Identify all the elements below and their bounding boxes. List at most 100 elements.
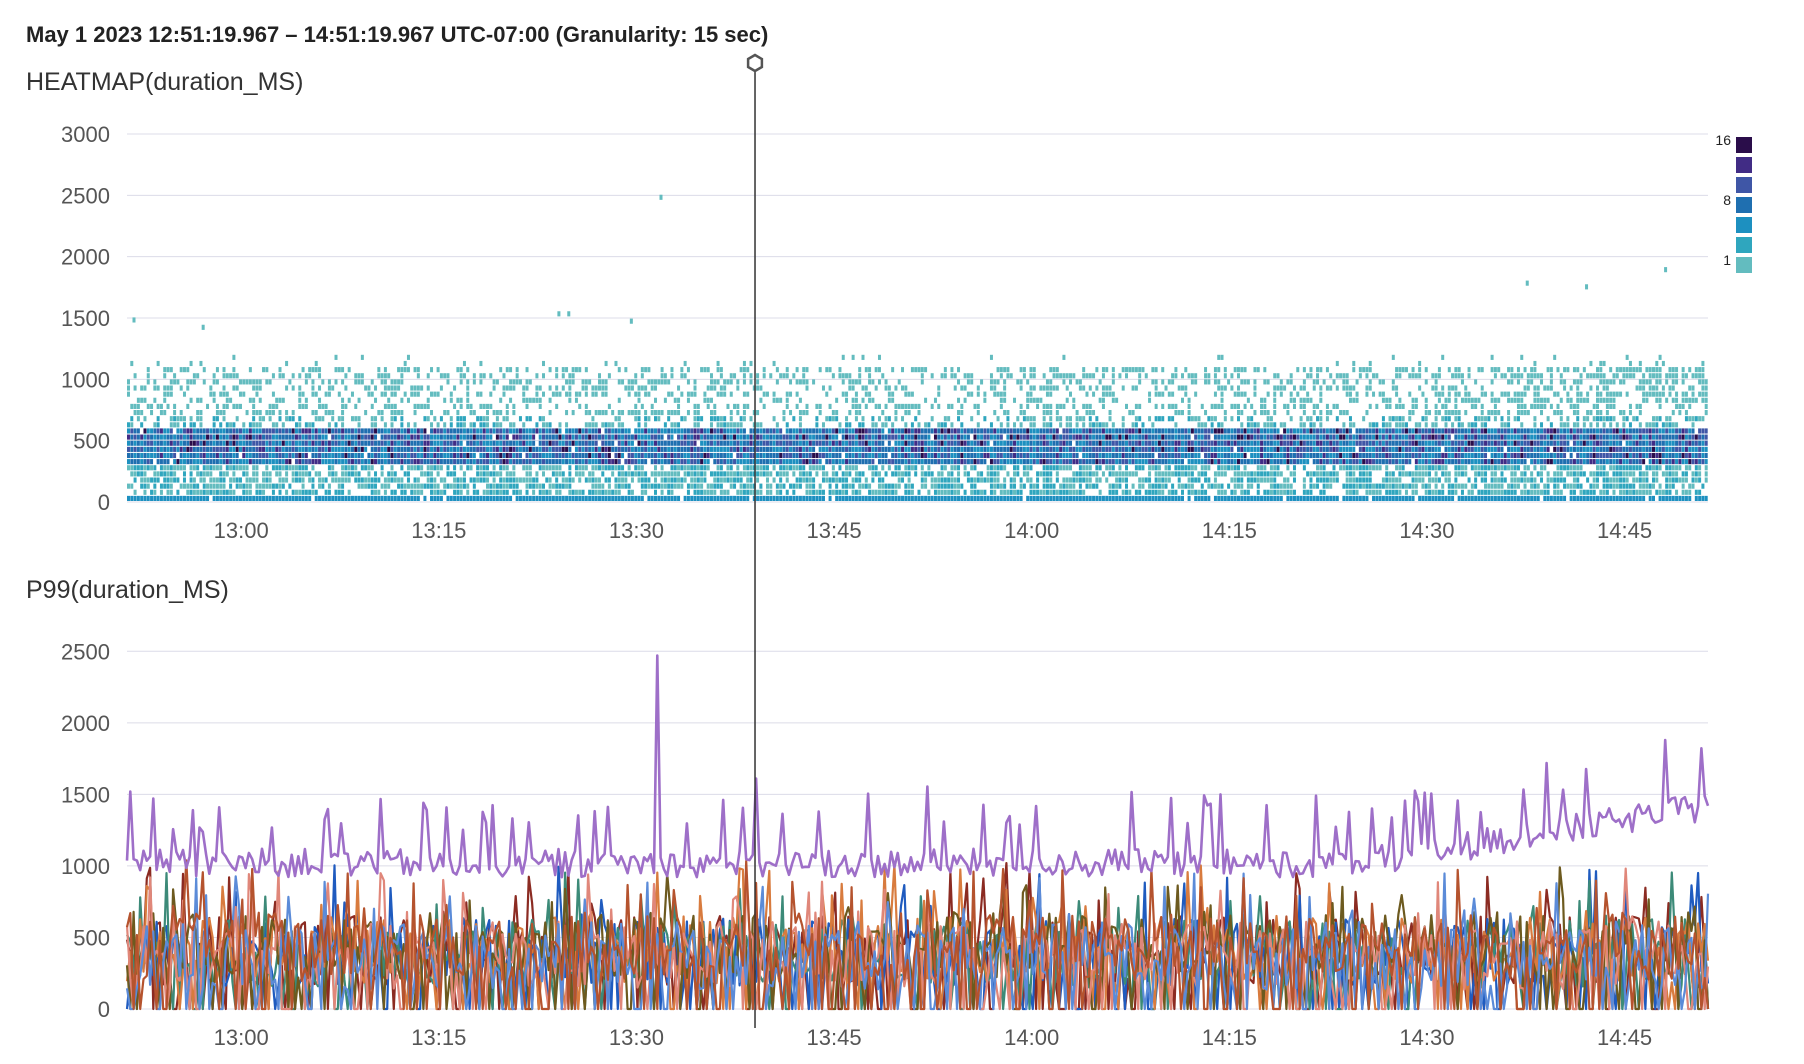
heatmap-cell <box>482 495 486 501</box>
heatmap-cell <box>1273 452 1277 459</box>
heatmap-cell <box>1161 391 1165 397</box>
heatmap-cell <box>1217 434 1221 440</box>
heatmap-cell <box>970 373 974 379</box>
heatmap-cell <box>1078 416 1082 422</box>
heatmap-cell <box>542 483 545 489</box>
heatmap-cell <box>779 440 783 446</box>
heatmap-cell <box>156 459 160 465</box>
heatmap-cell <box>805 440 809 446</box>
heatmap-cell <box>851 397 855 403</box>
heatmap-cell <box>877 428 881 434</box>
heatmap-cell <box>598 434 601 440</box>
heatmap-cell <box>1213 373 1217 379</box>
heatmap-cell <box>1125 452 1128 459</box>
heatmap-cell <box>660 471 664 477</box>
heatmap-cell <box>334 379 338 385</box>
heatmap-cell <box>937 489 941 495</box>
heatmap-cell <box>749 452 753 459</box>
heatmap-cell <box>1253 471 1257 477</box>
heatmap-cell <box>874 440 878 446</box>
heatmap-cell <box>1148 428 1152 434</box>
heatmap-cell <box>749 440 753 446</box>
heatmap-cell <box>505 440 509 446</box>
heatmap-cell <box>176 379 180 385</box>
heatmap-cell <box>1240 434 1244 440</box>
heatmap-cell <box>1213 367 1217 373</box>
heatmap-cell <box>304 440 308 446</box>
heatmap-cell <box>930 373 934 379</box>
heatmap-cell <box>502 434 506 440</box>
heatmap-cell <box>159 489 163 495</box>
heatmap-cell <box>871 440 875 446</box>
heatmap-cell <box>169 428 173 434</box>
heatmap-cell <box>182 416 186 422</box>
heatmap-cell <box>1250 459 1254 465</box>
heatmap-cell <box>621 440 625 446</box>
heatmap-cell <box>1006 489 1010 495</box>
heatmap-cell <box>782 483 786 489</box>
heatmap-cell <box>489 471 493 477</box>
heatmap-cell <box>943 477 947 483</box>
heatmap-cell <box>736 477 740 483</box>
heatmap-cell <box>502 385 506 391</box>
heatmap-cell <box>1052 434 1056 440</box>
heatmap-cell <box>683 459 687 465</box>
heatmap-cell <box>206 495 210 501</box>
heatmap-cell <box>1098 379 1102 385</box>
heatmap-cell <box>736 465 740 471</box>
heatmap-cell <box>1227 428 1231 434</box>
heatmap-cell <box>818 495 822 501</box>
heatmap-cell <box>406 422 410 428</box>
heatmap-cell <box>996 495 1000 501</box>
heatmap-cell <box>624 483 628 489</box>
heatmap-cell <box>1220 489 1224 495</box>
heatmap-cell <box>910 452 914 459</box>
heatmap-cell <box>281 495 285 501</box>
heatmap-cell <box>1006 367 1010 373</box>
heatmap-cell <box>413 446 417 452</box>
heatmap-cell <box>700 459 704 465</box>
heatmap-cell <box>831 465 835 471</box>
heatmap-cell <box>868 391 872 397</box>
heatmap-cell <box>212 397 216 403</box>
heatmap-cell <box>1029 465 1033 471</box>
heatmap-cell <box>756 495 760 501</box>
heatmap-cell <box>693 465 697 471</box>
heatmap-cell <box>986 495 990 501</box>
heatmap-cell <box>792 440 796 446</box>
heatmap-cell <box>505 495 509 501</box>
heatmap-cell <box>1105 459 1109 465</box>
heatmap-cell <box>252 403 256 409</box>
heatmap-cell <box>584 410 588 416</box>
heatmap-cell <box>1134 428 1138 434</box>
heatmap-cell <box>163 385 167 391</box>
heatmap-cell <box>127 465 130 471</box>
heatmap-cell <box>446 452 450 459</box>
heatmap-cell <box>983 416 987 422</box>
heatmap-cell <box>871 397 875 403</box>
heatmap-cell <box>1022 471 1026 477</box>
heatmap-cell <box>350 471 354 477</box>
heatmap-cell <box>341 465 345 471</box>
heatmap-cell <box>1055 459 1059 465</box>
heatmap-cell <box>538 428 542 434</box>
heatmap-cell <box>640 489 644 495</box>
heatmap-cell <box>1085 434 1089 440</box>
heatmap-cell <box>989 495 993 501</box>
heatmap-cell <box>574 465 578 471</box>
heatmap-cell <box>542 465 545 471</box>
heatmap-cell <box>298 465 302 471</box>
heatmap-cell <box>308 434 312 440</box>
heatmap-cell <box>186 367 190 373</box>
heatmap-cell <box>690 434 694 440</box>
heatmap-cell <box>736 422 740 428</box>
heatmap-cell <box>449 452 453 459</box>
heatmap-cell <box>858 446 862 452</box>
heatmap-cell <box>143 397 147 403</box>
heatmap-cell <box>555 434 559 440</box>
heatmap-cell <box>729 422 733 428</box>
heatmap-cell <box>700 434 704 440</box>
heatmap-cell <box>868 489 872 495</box>
heatmap-cell <box>765 452 769 459</box>
